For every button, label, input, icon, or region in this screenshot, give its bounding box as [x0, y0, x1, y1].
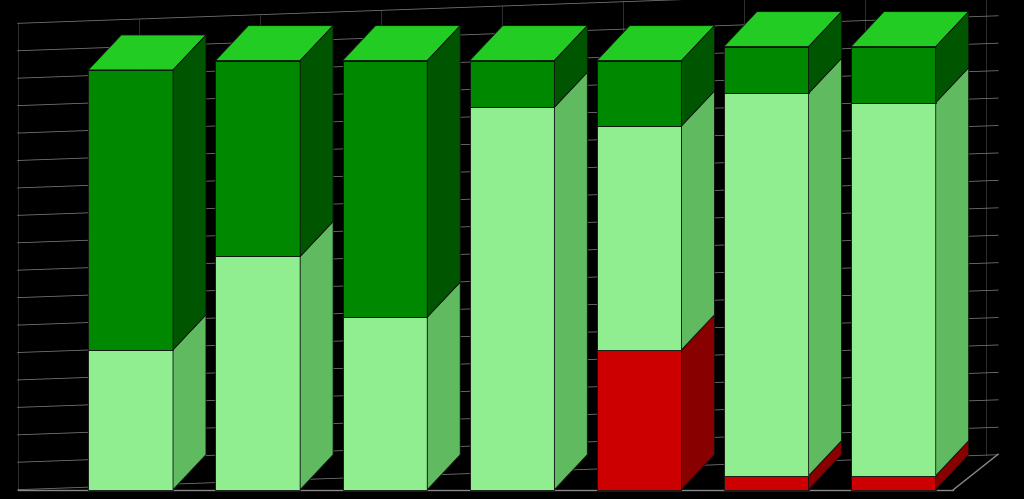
Polygon shape [342, 60, 427, 317]
Polygon shape [851, 11, 969, 46]
Polygon shape [724, 476, 809, 490]
Polygon shape [88, 350, 173, 490]
Polygon shape [936, 68, 969, 476]
Polygon shape [554, 25, 588, 107]
Polygon shape [88, 35, 206, 70]
Polygon shape [682, 91, 715, 350]
Polygon shape [300, 25, 333, 256]
Polygon shape [724, 58, 842, 93]
Polygon shape [215, 25, 333, 60]
Polygon shape [173, 35, 206, 350]
Polygon shape [215, 60, 300, 256]
Polygon shape [215, 222, 333, 256]
Polygon shape [88, 315, 206, 350]
Polygon shape [470, 72, 588, 107]
Polygon shape [554, 72, 588, 490]
Polygon shape [724, 93, 809, 476]
Polygon shape [342, 282, 460, 317]
Polygon shape [682, 315, 715, 490]
Polygon shape [809, 58, 842, 476]
Polygon shape [809, 441, 842, 490]
Polygon shape [215, 256, 300, 490]
Polygon shape [851, 441, 969, 476]
Polygon shape [851, 46, 936, 103]
Polygon shape [851, 103, 936, 476]
Polygon shape [936, 441, 969, 490]
Polygon shape [470, 25, 588, 60]
Polygon shape [597, 25, 715, 60]
Polygon shape [597, 91, 715, 126]
Polygon shape [724, 46, 809, 93]
Polygon shape [470, 60, 554, 107]
Polygon shape [88, 70, 173, 350]
Polygon shape [342, 25, 460, 60]
Polygon shape [597, 60, 682, 126]
Polygon shape [300, 222, 333, 490]
Polygon shape [724, 11, 842, 46]
Polygon shape [470, 107, 554, 490]
Polygon shape [342, 317, 427, 490]
Polygon shape [851, 68, 969, 103]
Polygon shape [427, 25, 460, 317]
Polygon shape [724, 441, 842, 476]
Polygon shape [427, 282, 460, 490]
Polygon shape [597, 126, 682, 350]
Polygon shape [173, 315, 206, 490]
Polygon shape [597, 315, 715, 350]
Polygon shape [597, 350, 682, 490]
Polygon shape [809, 11, 842, 93]
Polygon shape [682, 25, 715, 126]
Polygon shape [851, 476, 936, 490]
Polygon shape [936, 11, 969, 103]
